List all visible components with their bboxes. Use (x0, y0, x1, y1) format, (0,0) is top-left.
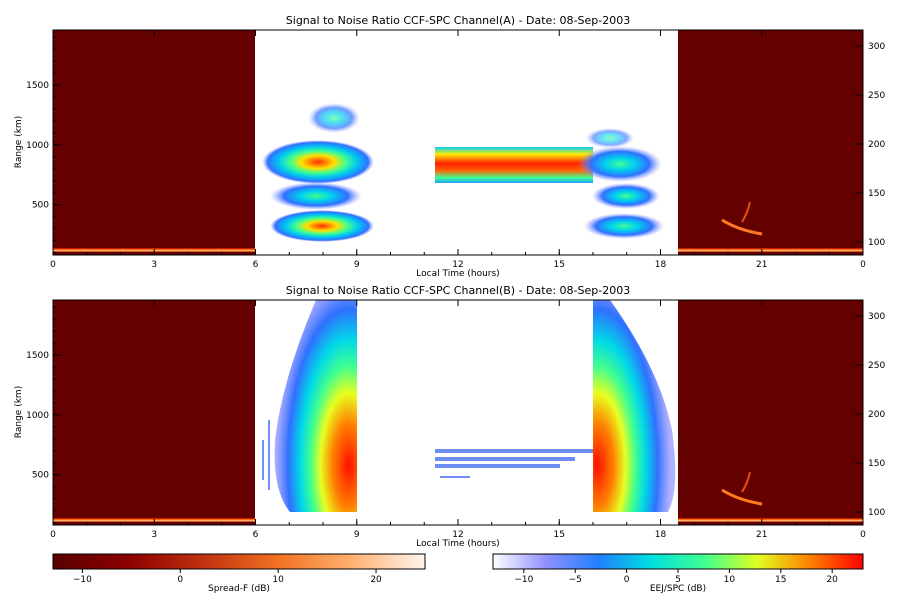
panel-a-y-tick-label: 500 (32, 201, 49, 211)
panel-a-eej-band (435, 147, 593, 183)
panel-a-y-tick-label: 1000 (26, 141, 49, 151)
panel-b-night-block-right (678, 300, 863, 525)
panel-a-layer-low-right (584, 213, 664, 239)
colorbar-spread-f-strip (52, 553, 426, 570)
panel-b-evening-plume-tail (262, 420, 270, 490)
colorbar-spread-f-tick-label: −10 (73, 575, 92, 585)
panel-a-y-tick-label: 1500 (26, 81, 49, 91)
panel-b-echo-line-right (678, 518, 863, 522)
panel-b-eej-strip (435, 449, 593, 453)
panel-b-y-tick-label: 500 (32, 471, 49, 481)
panel-b-y2-tick-label: 300 (868, 312, 885, 322)
panel-b-eej-band (435, 449, 593, 478)
panel-b-x-tick-label: 0 (50, 530, 56, 540)
panel-b-axes: 0 3 6 9 12 15 18 21 0 500 1000 1500 100 150 200 250 300 (26, 300, 885, 540)
panel-b-ylabel: Range (km) (14, 386, 24, 438)
panel-a-plot-area (53, 30, 863, 255)
panel-b-x-tick-label: 18 (655, 530, 667, 540)
panel-b-y2-tick-label: 150 (868, 459, 885, 469)
panel-a-layer-main (262, 140, 374, 184)
colorbar-eej-spc-tick-label: −5 (569, 575, 582, 585)
panel-b-x-tick-label: 3 (151, 530, 157, 540)
panel-b-y-tick-label: 1500 (26, 351, 49, 361)
panel-b-hook-echo (721, 471, 763, 506)
colorbar-eej-spc-label: EEJ/SPC (dB) (650, 584, 706, 594)
panel-b-title: Signal to Noise Ratio CCF-SPC Channel(B)… (286, 284, 630, 297)
panel-a-layer-main-right (578, 146, 662, 182)
panel-a-x-tick-label: 0 (860, 260, 866, 270)
panel-b-y2-tick-label: 100 (868, 508, 885, 518)
panel-b-x-tick-label: 9 (354, 530, 360, 540)
panel-b-evening-plume (274, 300, 357, 512)
panel-a-echo-line-right (678, 248, 863, 252)
panel-a-layer-top (308, 103, 360, 133)
panel-a-morning-layers (578, 128, 664, 239)
panel-a-y2-tick-label: 250 (868, 91, 885, 101)
panel-b-plot-area (53, 300, 863, 525)
panel-a-layer-top-right (586, 128, 634, 148)
panel-a-x-tick-label: 0 (50, 260, 56, 270)
panel-a-layer-mid (270, 182, 362, 210)
colorbar-spread-f-tick-label: 10 (272, 575, 284, 585)
panel-b-y2-tick-label: 250 (868, 361, 885, 371)
colorbar-spread-f-ticks: −10 0 10 20 (73, 569, 382, 585)
panel-a-night-block-left (53, 30, 255, 255)
panel-b: Signal to Noise Ratio CCF-SPC Channel(B)… (14, 284, 885, 549)
panel-a-title: Signal to Noise Ratio CCF-SPC Channel(A)… (286, 14, 630, 27)
panel-b-x-tick-label: 21 (756, 530, 767, 540)
colorbar-eej-spc-ticks: −10 −5 0 5 10 15 20 (514, 569, 838, 585)
panel-b-eej-strip (440, 476, 470, 478)
panel-a-axes: 0 3 6 9 12 15 18 21 0 500 1000 1500 100 150 200 250 300 (26, 30, 885, 270)
colorbar-eej-spc-strip (492, 553, 864, 570)
panel-b-morning-plume (593, 300, 676, 512)
panel-a-y2-tick-label: 200 (868, 140, 885, 150)
panel-a-layer-low (270, 210, 374, 242)
panel-a-night-block-right (678, 30, 863, 255)
colorbar-eej-spc-tick-label: 0 (624, 575, 630, 585)
panel-a-x-tick-label: 3 (151, 260, 157, 270)
panel-a-y2-tick-label: 150 (868, 189, 885, 199)
panel-a-layer-mid-right (592, 183, 660, 209)
panel-b-eej-strip (435, 464, 560, 468)
panel-a-y2-tick-label: 100 (868, 238, 885, 248)
colorbar-spread-f-tick-label: 0 (177, 575, 183, 585)
panel-b-y2-tick-label: 200 (868, 410, 885, 420)
panel-a-x-tick-label: 18 (655, 260, 667, 270)
panel-a-hook-echo (721, 201, 763, 236)
colorbar-eej-spc-tick-label: 5 (675, 575, 681, 585)
panel-b-eej-strip (435, 457, 575, 461)
colorbar-eej-spc-tick-label: 10 (724, 575, 736, 585)
panel-a-x-tick-label: 12 (452, 260, 463, 270)
panel-a: Signal to Noise Ratio CCF-SPC Channel(A)… (14, 14, 885, 279)
colorbar-eej-spc-tick-label: −10 (514, 575, 533, 585)
panel-b-x-tick-label: 0 (860, 530, 866, 540)
panel-a-eej-band-core (435, 147, 593, 183)
colorbar-eej-spc: −10 −5 0 5 10 15 20 EEJ/SPC (dB) (492, 553, 864, 594)
colorbar-spread-f-label: Spread-F (dB) (208, 584, 270, 594)
panel-b-x-tick-label: 6 (253, 530, 259, 540)
panel-a-evening-layers (262, 103, 374, 242)
panel-b-x-tick-label: 12 (452, 530, 463, 540)
panel-b-y-tick-label: 1000 (26, 411, 49, 421)
panel-a-x-tick-label: 6 (253, 260, 259, 270)
panel-a-y2-tick-label: 300 (868, 42, 885, 52)
panel-b-night-block-left (53, 300, 255, 525)
colorbar-spread-f-tick-label: 20 (370, 575, 382, 585)
panel-a-xlabel: Local Time (hours) (416, 269, 499, 279)
colorbar-eej-spc-tick-label: 20 (826, 575, 838, 585)
colorbar-spread-f: −10 0 10 20 Spread-F (dB) (52, 553, 426, 594)
panel-a-x-tick-label: 9 (354, 260, 360, 270)
panel-a-ylabel: Range (km) (14, 116, 24, 168)
panel-b-xlabel: Local Time (hours) (416, 539, 499, 549)
panel-a-x-tick-label: 15 (554, 260, 565, 270)
panel-a-x-tick-label: 21 (756, 260, 767, 270)
colorbar-eej-spc-tick-label: 15 (775, 575, 786, 585)
panel-b-x-tick-label: 15 (554, 530, 565, 540)
